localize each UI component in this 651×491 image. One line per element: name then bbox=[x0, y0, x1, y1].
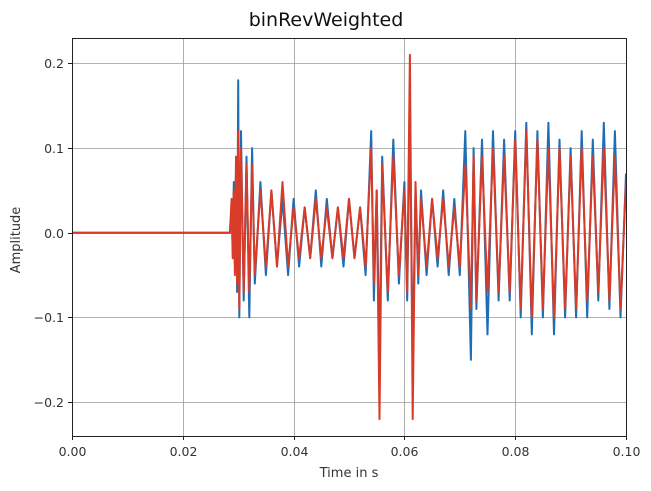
grid-layer bbox=[72, 38, 627, 436]
y-axis-label: Amplitude bbox=[9, 207, 24, 274]
y-tick-label: −0.2 bbox=[34, 395, 64, 410]
x-tick-label: 0.00 bbox=[59, 444, 87, 459]
x-tick-label: 0.10 bbox=[613, 444, 641, 459]
y-tick-label: 0.0 bbox=[44, 226, 64, 241]
y-tick-label: 0.1 bbox=[44, 141, 64, 156]
x-axis-label: Time in s bbox=[319, 466, 379, 481]
plot-frame bbox=[72, 38, 627, 437]
x-tick-label: 0.06 bbox=[391, 444, 419, 459]
x-tick-label: 0.04 bbox=[281, 444, 309, 459]
series-line-2 bbox=[72, 53, 627, 421]
chart-title: binRevWeighted bbox=[249, 9, 404, 31]
tick-layer: 0.00 0.02 0.04 0.06 0.08 0.10 −0.2 −0.1 0.0 0.1 0.… bbox=[34, 56, 641, 459]
y-tick-label: 0.2 bbox=[44, 56, 64, 71]
x-tick-label: 0.08 bbox=[502, 444, 530, 459]
series-layer bbox=[72, 53, 627, 421]
x-tick-label: 0.02 bbox=[170, 444, 198, 459]
y-tick-label: −0.1 bbox=[34, 310, 64, 325]
